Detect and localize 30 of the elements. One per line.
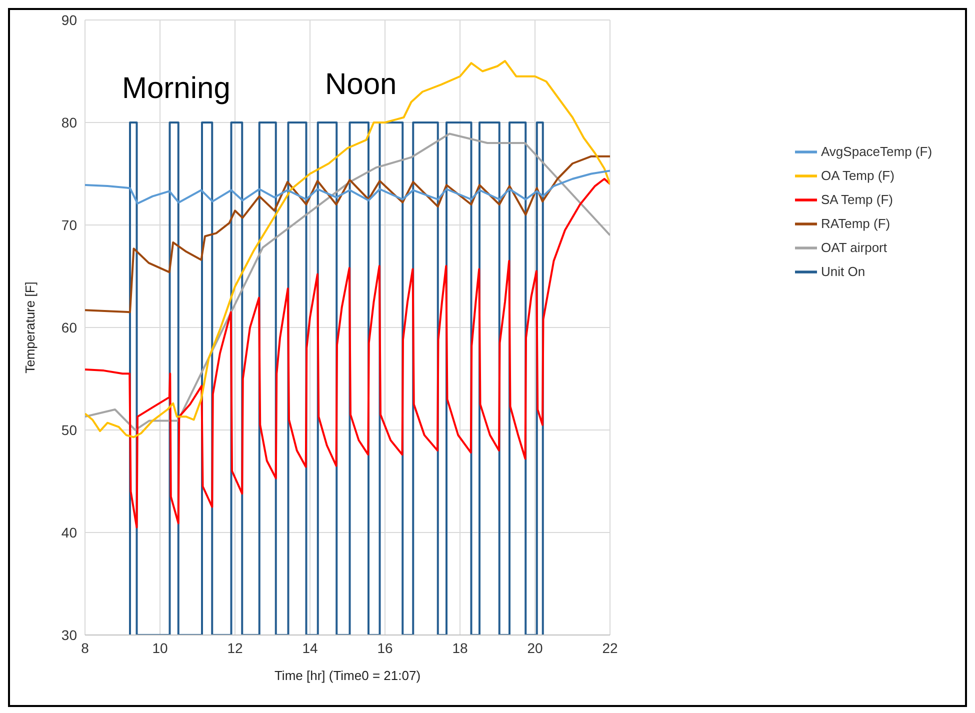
x-axis-title: Time [hr] (Time0 = 21:07)	[274, 668, 421, 683]
y-tick-label: 70	[61, 216, 78, 233]
x-tick-label: 18	[452, 640, 468, 656]
x-tick-label: 12	[227, 640, 243, 656]
y-axis-title: Temperature [F]	[22, 282, 38, 374]
legend-label: RATemp (F)	[821, 216, 890, 231]
line-series	[85, 178, 610, 528]
line-series	[85, 155, 610, 314]
x-tick-label: 16	[377, 640, 393, 656]
legend-label: SA Temp (F)	[821, 192, 894, 207]
y-tick-label: 60	[61, 319, 78, 336]
legend-label: AvgSpaceTemp (F)	[821, 144, 932, 159]
x-tick-label: 14	[302, 640, 318, 656]
y-tick-label: 30	[61, 626, 78, 643]
legend-label: OAT airport	[821, 240, 887, 255]
x-tick-label: 8	[81, 640, 90, 656]
y-tick-label: 80	[61, 114, 78, 130]
y-tick-label: 50	[61, 422, 78, 438]
y-tick-label: 40	[61, 524, 78, 540]
line-series	[85, 132, 610, 431]
line-series	[85, 60, 610, 438]
y-tick-label: 90	[61, 12, 78, 28]
x-tick-label: 20	[527, 640, 543, 656]
annotation: Noon	[325, 68, 397, 102]
legend-label: OA Temp (F)	[821, 168, 894, 183]
line-series	[85, 170, 610, 204]
annotation: Morning	[122, 72, 230, 106]
legend-label: Unit On	[821, 264, 866, 279]
x-tick-label: 10	[152, 640, 168, 656]
x-tick-label: 22	[602, 640, 618, 656]
